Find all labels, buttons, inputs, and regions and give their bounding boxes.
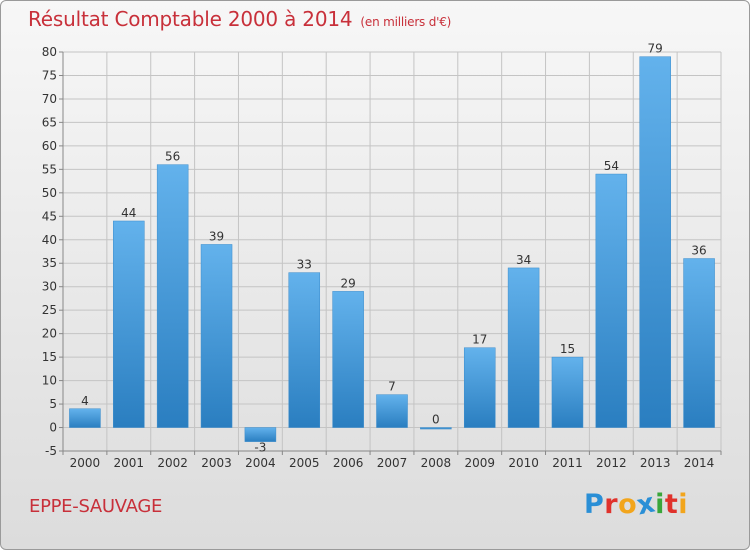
y-tick-label: 30: [42, 280, 57, 294]
bar-2001: [113, 220, 145, 428]
data-label: 7: [388, 380, 396, 394]
x-tick-label: 2012: [596, 456, 627, 470]
x-tick-label: 2004: [245, 456, 276, 470]
x-tick-label: 2001: [114, 456, 145, 470]
y-tick-label: 75: [42, 68, 57, 82]
x-tick-label: 2002: [157, 456, 188, 470]
y-tick-label: 50: [42, 186, 57, 200]
commune-name: EPPE-SAUVAGE: [29, 496, 163, 517]
data-label: 39: [209, 229, 224, 243]
data-label: 79: [648, 42, 663, 56]
x-tick-label: 2009: [464, 456, 495, 470]
x-tick-label: 2006: [333, 456, 364, 470]
data-label: 29: [340, 276, 355, 290]
bar-2004: [244, 427, 277, 442]
y-tick-label: 80: [42, 45, 57, 59]
x-tick-label: 2013: [640, 456, 671, 470]
data-label: 54: [604, 159, 619, 173]
y-tick-label: 20: [42, 327, 57, 341]
bar-2000: [69, 408, 101, 428]
logo-letter: P: [584, 489, 605, 520]
bar-2009: [463, 347, 496, 428]
logo-letter: i: [655, 489, 665, 520]
x-tick-label: 2010: [508, 456, 539, 470]
x-tick-label: 2011: [552, 456, 583, 470]
data-label: 17: [472, 333, 487, 347]
logo-letter: o: [618, 489, 638, 520]
bar-2013: [639, 56, 671, 428]
bar-2008: [420, 427, 452, 430]
y-tick-label: 60: [42, 139, 57, 153]
x-tick-label: 2005: [289, 456, 320, 470]
logo-letter: t: [664, 489, 679, 520]
logo-letter: i: [678, 489, 689, 520]
y-tick-label: 65: [42, 115, 57, 129]
bar-2011: [551, 356, 584, 428]
data-label: 0: [432, 413, 440, 427]
x-tick-label: 2007: [377, 456, 408, 470]
proxiti-logo: Proxiti: [584, 487, 689, 521]
chart-title-text: Résultat Comptable 2000 à 2014: [28, 7, 353, 31]
y-tick-label: 35: [42, 256, 57, 270]
bars: [69, 56, 715, 442]
data-label: 56: [165, 150, 180, 164]
y-tick-label: -5: [45, 444, 57, 458]
data-label: 34: [516, 253, 531, 267]
y-tick-label: 25: [42, 303, 57, 317]
bar-2014: [683, 258, 715, 428]
bar-2010: [507, 267, 540, 428]
x-tick-label: 2008: [421, 456, 452, 470]
chart-unit-label: (en milliers d'€): [360, 15, 452, 29]
data-label: 4: [81, 394, 89, 408]
data-label: 44: [121, 206, 136, 220]
data-label: 33: [297, 258, 312, 272]
y-tick-label: 0: [49, 421, 57, 435]
y-tick-label: 5: [49, 397, 57, 411]
bar-2007: [376, 394, 408, 428]
data-label: 15: [560, 342, 575, 356]
y-tick-label: 10: [42, 374, 57, 388]
y-tick-label: 70: [42, 92, 57, 106]
data-label: -3: [254, 441, 266, 455]
logo-letter: r: [604, 489, 619, 520]
x-tick-label: 2003: [201, 456, 232, 470]
bar-2005: [288, 272, 321, 428]
data-label: 36: [691, 244, 706, 258]
x-tick-label: 2014: [684, 456, 715, 470]
x-tick-label: 2000: [70, 456, 101, 470]
bar-2006: [332, 291, 364, 428]
chart-title: Résultat Comptable 2000 à 2014 (en millie…: [28, 7, 451, 31]
y-tick-label: 55: [42, 162, 57, 176]
y-tick-label: 45: [42, 209, 57, 223]
bar-2002: [156, 164, 189, 428]
y-tick-label: 40: [42, 233, 57, 247]
bar-2003: [200, 244, 233, 428]
bar-2012: [595, 173, 628, 428]
y-tick-label: 15: [42, 350, 57, 364]
